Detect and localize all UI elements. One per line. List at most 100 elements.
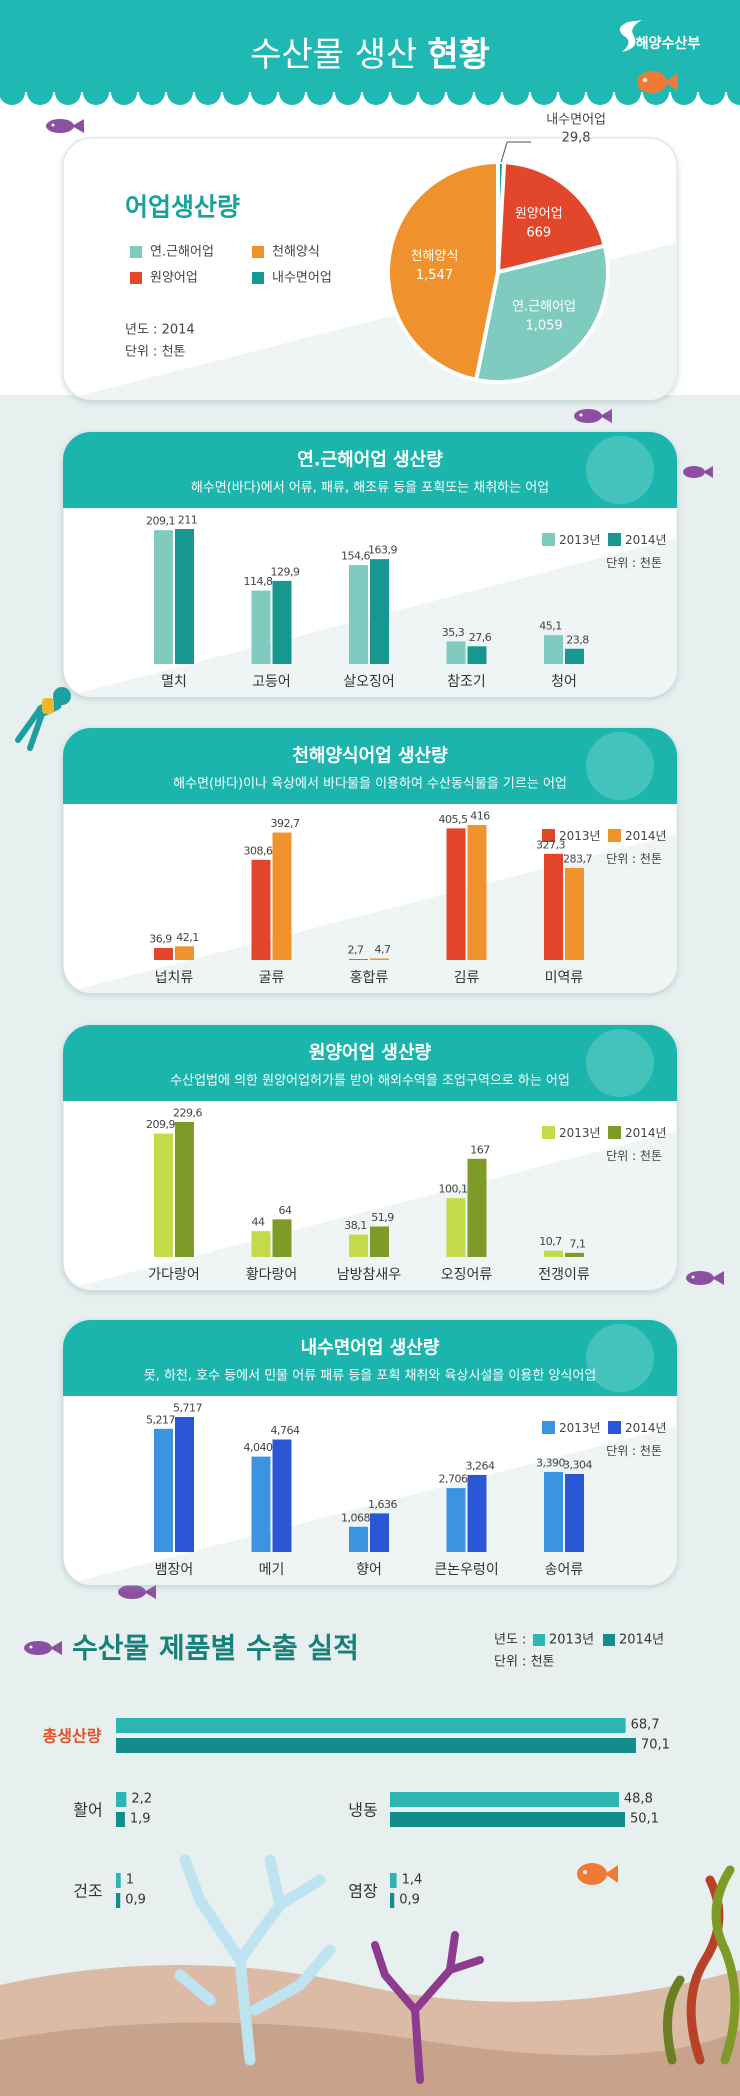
unit-label: 단위 : 천톤 xyxy=(606,1443,662,1458)
bar xyxy=(544,1250,563,1257)
bar xyxy=(467,1474,487,1552)
slice-label: 원양어업 xyxy=(515,206,563,221)
legend-swatch xyxy=(603,1634,615,1646)
legend-swatch xyxy=(542,1126,555,1139)
pie-slice xyxy=(386,159,500,383)
legend-label: 원양어업 xyxy=(150,271,198,286)
value-label: 308,6 xyxy=(244,844,273,857)
category-label: 총생산량 xyxy=(43,1727,102,1746)
category-label: 참조기 xyxy=(447,674,486,690)
bar xyxy=(175,1122,194,1257)
header-ornament xyxy=(586,436,654,504)
value-label: 4,7 xyxy=(375,943,391,956)
bar xyxy=(349,1234,368,1257)
header-scallops xyxy=(0,79,740,105)
category-label: 활어 xyxy=(73,1801,102,1820)
unit-label: 단위 : 천톤 xyxy=(606,851,662,866)
value-label: 64 xyxy=(279,1204,292,1217)
bar xyxy=(446,1198,466,1257)
legend-label: 2013년 xyxy=(559,829,601,843)
value-label: 36,9 xyxy=(149,933,172,946)
value-label: 3,390 xyxy=(536,1456,565,1469)
legend-label: 천해양식 xyxy=(272,245,320,260)
bar xyxy=(116,1893,121,1908)
legend-swatch xyxy=(608,1421,621,1434)
bar xyxy=(390,1812,625,1827)
chart-title: 천해양식어업 생산량 xyxy=(292,746,448,767)
category-label: 홍합류 xyxy=(350,970,389,986)
value-label: 51,9 xyxy=(371,1211,394,1224)
card-shade xyxy=(63,1426,677,1585)
legend-swatch xyxy=(608,829,621,842)
bar xyxy=(446,641,466,664)
value-label: 4,764 xyxy=(271,1424,300,1437)
bar xyxy=(565,867,584,960)
slice-value: 29,8 xyxy=(562,131,591,146)
value-label: 45,1 xyxy=(539,620,562,633)
leader-line xyxy=(500,141,532,163)
category-label: 미역류 xyxy=(545,970,584,986)
value-label: 10,7 xyxy=(539,1235,562,1248)
year-label: 년도 : xyxy=(494,1633,526,1648)
value-label: 5,217 xyxy=(146,1413,175,1426)
legend-swatch xyxy=(542,1421,555,1434)
logo-text: 해양수산부 xyxy=(636,35,701,52)
pie-slice xyxy=(495,160,608,275)
unit-label: 단위 : 천톤 xyxy=(494,1655,555,1670)
legend-label: 2013년 xyxy=(559,1421,601,1435)
bar xyxy=(446,1488,466,1552)
bar xyxy=(467,1158,487,1257)
value-label: 35,3 xyxy=(442,626,465,639)
card-header xyxy=(63,728,677,804)
bar xyxy=(272,580,292,664)
legend-label: 2014년 xyxy=(625,1126,667,1140)
bar xyxy=(370,559,389,664)
value-label: 4,040 xyxy=(244,1441,273,1454)
seabed xyxy=(0,1854,740,2096)
bar xyxy=(116,1873,121,1888)
value-label: 3,304 xyxy=(563,1458,592,1471)
bar xyxy=(154,1428,173,1552)
title-bold: 현황 xyxy=(427,35,490,75)
legend-swatch xyxy=(252,246,264,258)
legend-label: 연.근해어업 xyxy=(150,245,214,260)
bar xyxy=(116,1812,125,1827)
card-header xyxy=(63,1025,677,1101)
card-header xyxy=(63,432,677,508)
value-label: 5,717 xyxy=(173,1402,202,1415)
category-label: 고등어 xyxy=(252,674,291,690)
chart-title: 내수면어업 생산량 xyxy=(301,1338,440,1359)
chart-subtitle: 못, 하천, 호수 등에서 민물 어류 패류 등을 포획 채취와 육상시설을 이… xyxy=(144,1369,597,1384)
card-body xyxy=(63,1025,677,1290)
value-label: 7,1 xyxy=(570,1237,586,1250)
unit-label: 단위 : 천톤 xyxy=(606,1148,662,1163)
value-label: 1,636 xyxy=(368,1498,397,1511)
bar xyxy=(272,832,292,960)
category-label: 전갱이류 xyxy=(538,1267,590,1283)
fish-decoration xyxy=(15,71,724,1885)
value-label: 392,7 xyxy=(271,817,300,830)
value-label: 2,7 xyxy=(348,944,364,957)
bar xyxy=(390,1893,395,1908)
category-label: 황다랑어 xyxy=(246,1267,298,1283)
category-label: 향어 xyxy=(356,1562,382,1578)
bar xyxy=(349,959,368,960)
bar xyxy=(544,635,563,664)
card-shade xyxy=(63,834,677,993)
legend-swatch xyxy=(608,1126,621,1139)
legend-label: 2014년 xyxy=(625,1421,667,1435)
bar xyxy=(154,530,173,664)
value-label: 163,9 xyxy=(368,544,397,557)
value-label: 1,068 xyxy=(341,1511,370,1524)
bar xyxy=(175,1417,194,1552)
unit-label: 단위 : 천톤 xyxy=(125,345,186,360)
category-label: 송어류 xyxy=(545,1562,584,1578)
legend-label: 2014년 xyxy=(619,1633,664,1648)
value-label: 283,7 xyxy=(563,852,592,865)
header-band xyxy=(0,0,740,92)
